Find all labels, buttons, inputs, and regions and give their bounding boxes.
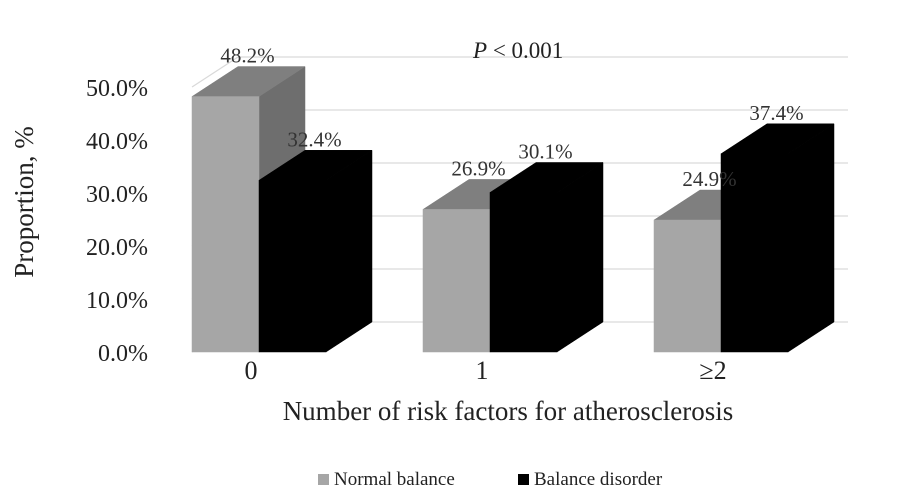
x-tick-label: ≥2 bbox=[699, 356, 726, 385]
bar-front bbox=[489, 192, 558, 353]
data-label: 37.4% bbox=[749, 101, 803, 125]
data-label: 48.2% bbox=[220, 44, 274, 68]
y-tick-label: 0.0% bbox=[98, 341, 148, 367]
data-label: 24.9% bbox=[682, 167, 736, 191]
p-value-annotation: P < 0.001 bbox=[472, 38, 563, 63]
bar-side bbox=[556, 162, 604, 353]
legend-swatch-normal-balance bbox=[318, 474, 329, 485]
data-label: 30.1% bbox=[518, 139, 572, 163]
y-tick-label: 10.0% bbox=[86, 288, 148, 314]
p-value-text: < 0.001 bbox=[487, 38, 563, 63]
bar-front bbox=[422, 209, 491, 353]
y-tick-label: 30.0% bbox=[86, 182, 148, 208]
x-tick-label: 1 bbox=[476, 356, 489, 385]
bar-front bbox=[720, 153, 789, 353]
bar bbox=[489, 162, 604, 353]
y-tick-label: 40.0% bbox=[86, 129, 148, 155]
data-labels: 48.2% 32.4% 26.9% 30.1% 24.9% 37.4% bbox=[220, 44, 803, 191]
legend-label-normal-balance: Normal balance bbox=[334, 469, 455, 490]
bar-front bbox=[653, 219, 722, 353]
y-axis-title: Proportion, % bbox=[9, 126, 39, 278]
y-tick-label: 50.0% bbox=[86, 76, 148, 102]
legend-swatch-balance-disorder bbox=[518, 474, 529, 485]
bar-side bbox=[787, 123, 835, 353]
bar-front bbox=[191, 96, 260, 353]
x-axis-ticks: 0 1 ≥2 bbox=[245, 356, 727, 385]
p-value-symbol: P bbox=[472, 38, 487, 63]
data-label: 32.4% bbox=[287, 127, 341, 151]
legend: Normal balance Balance disorder bbox=[318, 469, 663, 490]
bars bbox=[191, 66, 835, 353]
bar-side bbox=[325, 149, 373, 353]
bar-front bbox=[258, 180, 327, 353]
x-axis-title: Number of risk factors for atheroscleros… bbox=[283, 396, 734, 426]
x-tick-label: 0 bbox=[245, 356, 258, 385]
bar bbox=[720, 123, 835, 353]
bar bbox=[258, 149, 373, 353]
y-tick-label: 20.0% bbox=[86, 235, 148, 261]
legend-label-balance-disorder: Balance disorder bbox=[534, 469, 663, 490]
gridline-depth bbox=[191, 56, 239, 88]
y-axis-ticks: 0.0% 10.0% 20.0% 30.0% 40.0% 50.0% bbox=[86, 76, 148, 367]
data-label: 26.9% bbox=[451, 156, 505, 180]
